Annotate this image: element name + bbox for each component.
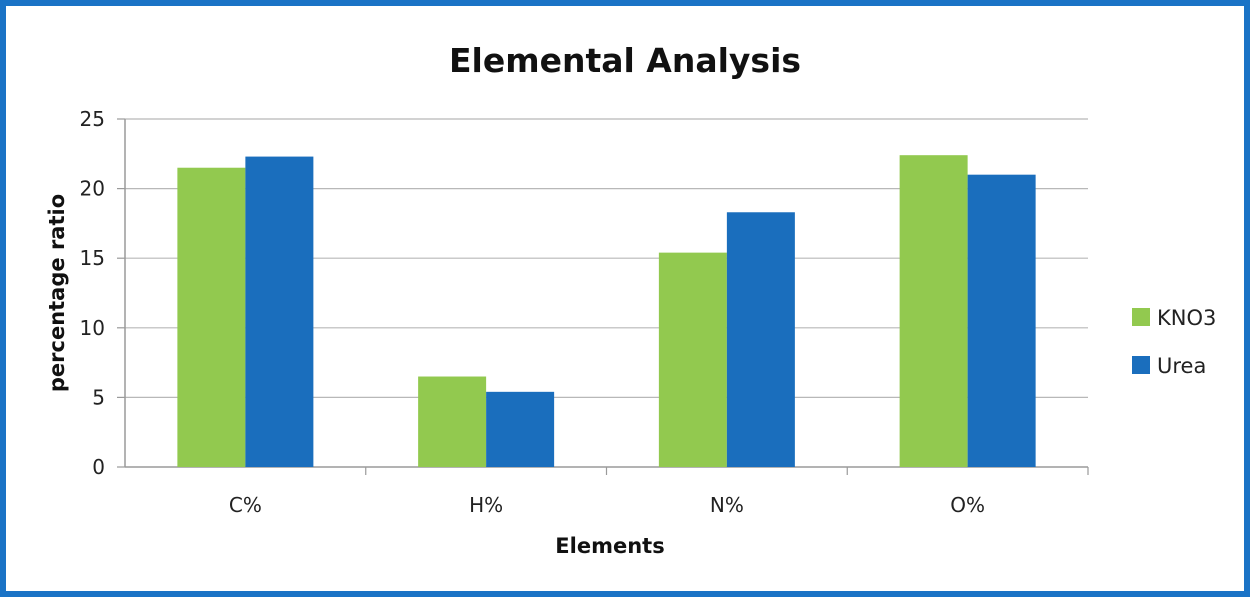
bar-urea-C xyxy=(245,156,314,468)
legend: KNO3 Urea xyxy=(1132,306,1216,378)
bar-urea-O xyxy=(967,174,1036,467)
bar-kno3-C xyxy=(177,167,246,467)
legend-label-kno3: KNO3 xyxy=(1157,306,1216,330)
x-tick-label: H% xyxy=(469,493,503,517)
chart-title: Elemental Analysis xyxy=(449,41,801,80)
y-tick-label: 10 xyxy=(80,316,105,340)
x-tick-label: O% xyxy=(950,493,985,517)
y-axis-ticks: 0 5 10 15 20 25 xyxy=(80,107,105,479)
legend-label-urea: Urea xyxy=(1157,354,1206,378)
y-tick-label: 25 xyxy=(80,107,105,131)
x-tick-label: N% xyxy=(710,493,744,517)
bar-urea-H xyxy=(486,391,555,467)
bar-kno3-O xyxy=(899,155,968,467)
y-tick-label: 0 xyxy=(92,455,105,479)
x-tick-label: C% xyxy=(229,493,262,517)
bar-kno3-N xyxy=(658,252,727,467)
bar-urea-N xyxy=(726,212,795,467)
bars-group xyxy=(177,155,1036,468)
bar-kno3-H xyxy=(418,376,487,467)
y-tick-label: 20 xyxy=(80,177,105,201)
legend-swatch-kno3 xyxy=(1132,308,1150,326)
y-tick-label: 15 xyxy=(80,246,105,270)
x-axis-title: Elements xyxy=(555,534,664,558)
y-axis-title: percentage ratio xyxy=(45,194,69,392)
x-axis-ticks: C% H% N% O% xyxy=(229,493,985,517)
legend-swatch-urea xyxy=(1132,356,1150,374)
y-tick-label: 5 xyxy=(92,385,105,409)
